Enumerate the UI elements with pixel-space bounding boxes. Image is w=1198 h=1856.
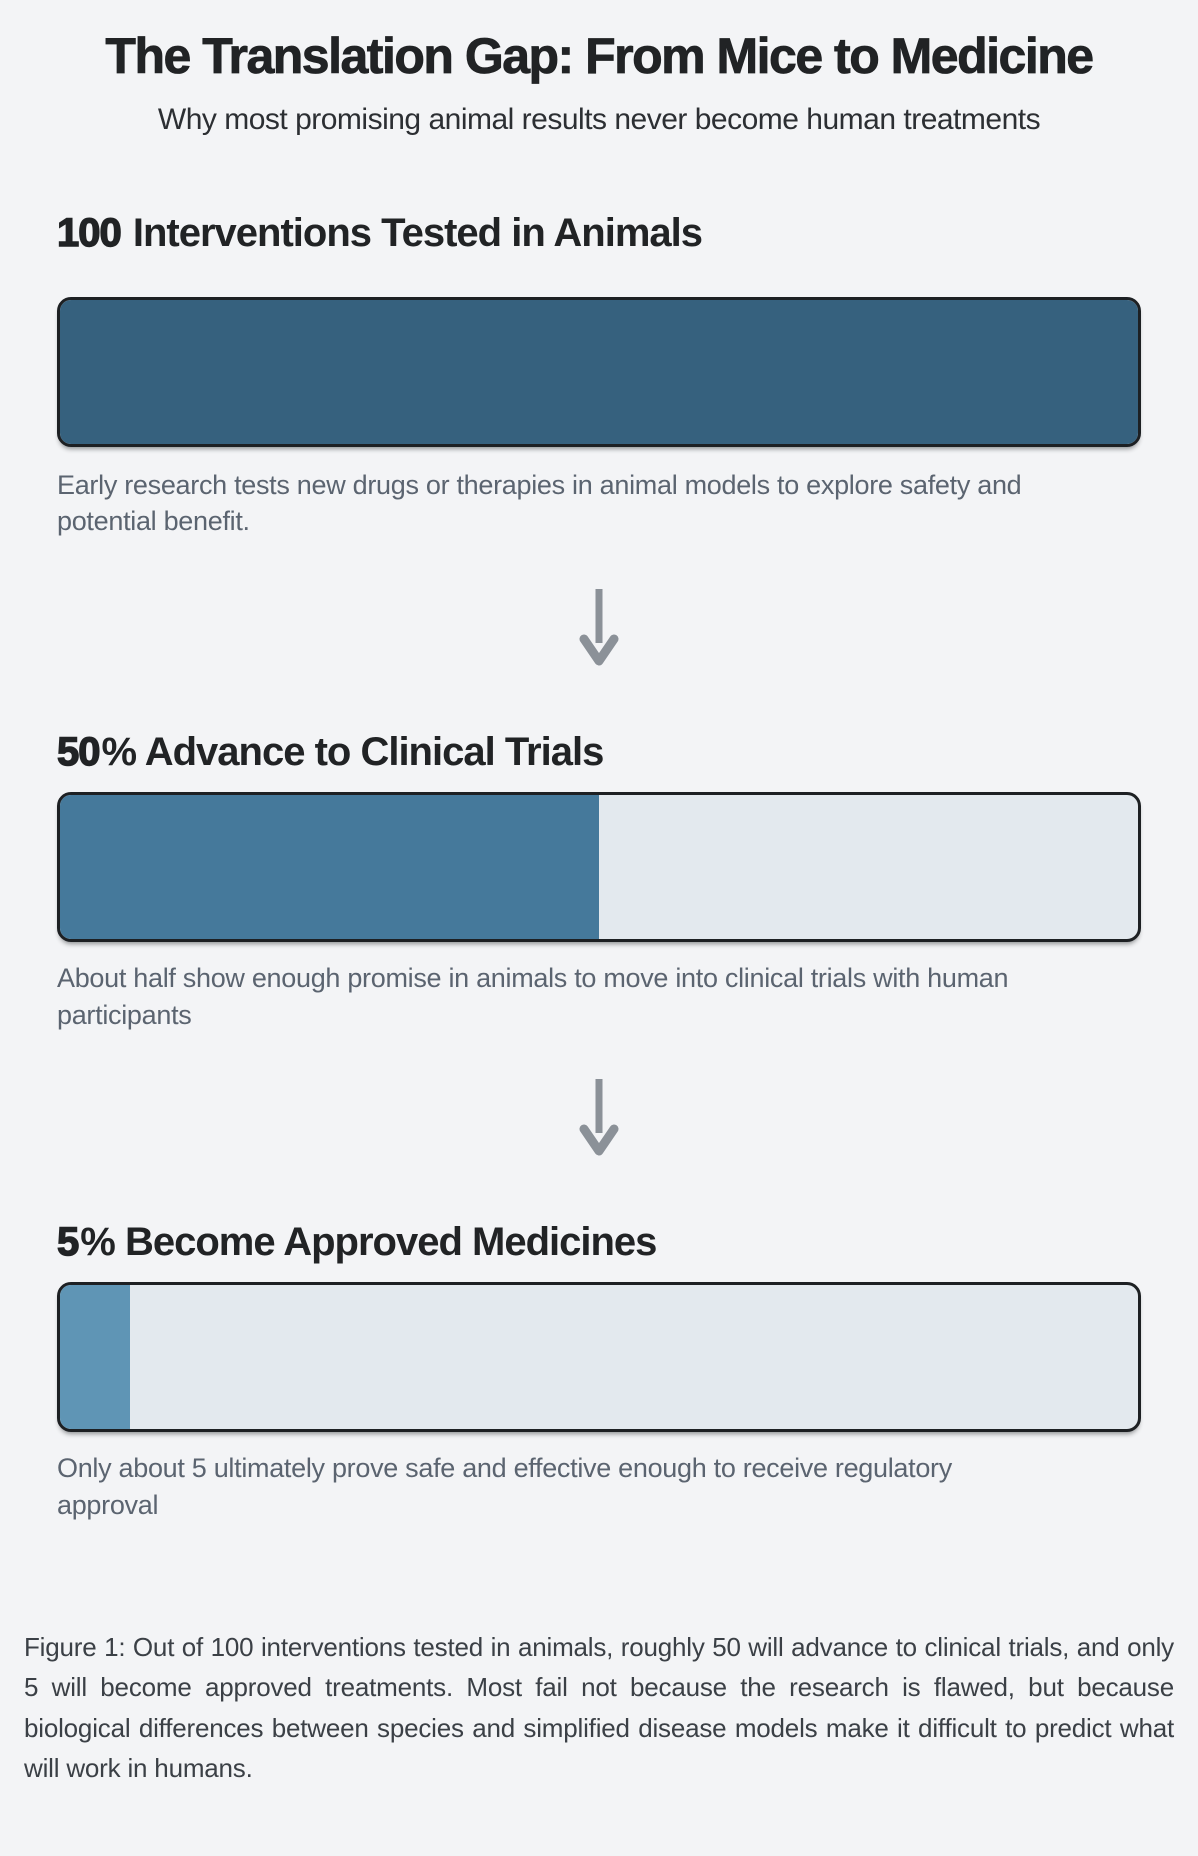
- down-arrow-icon: [579, 1077, 619, 1166]
- progress-bar-track: [57, 1282, 1141, 1433]
- stage-value: 5: [56, 1220, 80, 1265]
- stage-label: Become Approved Medicines: [124, 1220, 657, 1265]
- stage-label: Advance to Clinical Trials: [144, 730, 605, 775]
- progress-bar-fill: [60, 795, 599, 940]
- stage-heading: 5% Become Approved Medicines: [56, 1218, 1141, 1266]
- stage-section-animals: 100 Interventions Tested in Animals Earl…: [56, 209, 1141, 540]
- stage-value: 100: [56, 210, 122, 255]
- stage-value-suffix: %: [80, 1220, 116, 1265]
- figure-caption: Figure 1: Out of 100 interventions teste…: [24, 1632, 1174, 1784]
- stage-description: About half show enough promise in animal…: [57, 963, 1009, 1030]
- stage-heading: 50% Advance to Clinical Trials: [56, 728, 1141, 776]
- stage-value: 50: [56, 730, 101, 775]
- stage-label: Interventions Tested in Animals: [132, 210, 703, 255]
- down-arrow-icon: [579, 587, 619, 676]
- page-title: The Translation Gap: From Mice to Medici…: [105, 28, 1094, 85]
- progress-bar-track: [57, 296, 1141, 447]
- progress-bar-fill: [60, 1285, 131, 1430]
- stage-heading: 100 Interventions Tested in Animals: [56, 209, 1141, 257]
- stage-value-suffix: %: [101, 730, 138, 775]
- progress-bar-fill: [60, 299, 1138, 444]
- stage-section-approved-medicines: 5% Become Approved Medicines Only about …: [56, 1218, 1141, 1523]
- infographic-page: The Translation Gap: From Mice to Medici…: [0, 28, 1198, 1856]
- page-subtitle: Why most promising animal results never …: [157, 102, 1041, 136]
- stage-description: Early research tests new drugs or therap…: [57, 469, 1022, 536]
- stage-section-clinical-trials: 50% Advance to Clinical Trials About hal…: [56, 728, 1141, 1033]
- stage-description: Only about 5 ultimately prove safe and e…: [57, 1453, 952, 1520]
- progress-bar-track: [57, 792, 1141, 943]
